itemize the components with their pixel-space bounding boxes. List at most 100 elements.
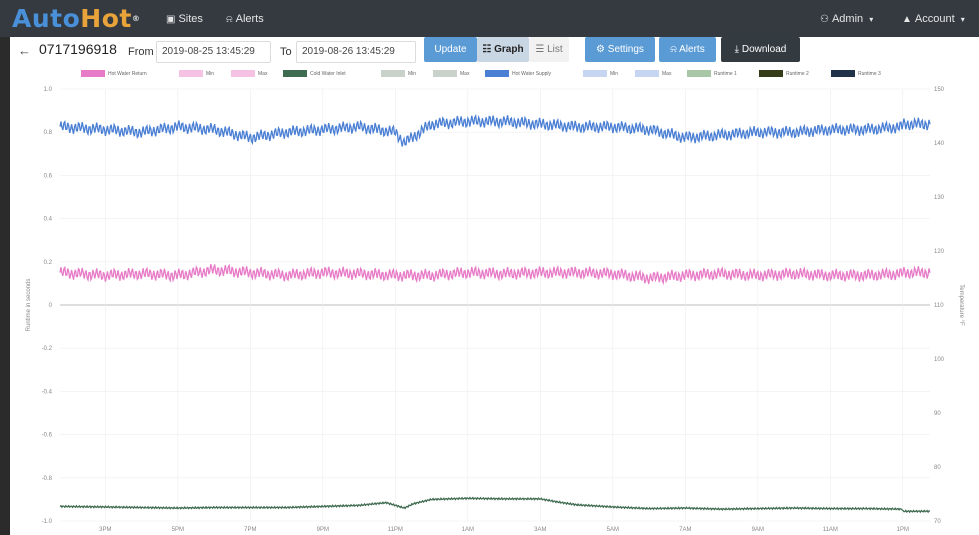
graph-view-button[interactable]: ☷ Graph (477, 37, 529, 62)
legend-item[interactable]: Cold Water Inlet (283, 70, 346, 79)
alerts-label: Alerts (679, 44, 705, 55)
gear-icon: ⚙ (596, 44, 606, 55)
temperature-runtime-chart: 1.0 0.8 0.6 0.4 0.2 0 -0.2 -0.4 -0.6 -0.8 -1.0 150… (26, 87, 964, 533)
y-tick-label: -1.0 (42, 519, 53, 525)
device-id: 0717196918 (39, 41, 117, 57)
caret-down-icon: ▾ (960, 15, 965, 24)
account-label: Account (914, 13, 955, 25)
y-tick-label: 0.6 (44, 173, 53, 179)
caret-down-icon: ▾ (869, 15, 874, 24)
list-label: List (547, 44, 563, 55)
list-view-button[interactable]: ☰ List (529, 37, 569, 62)
x-tick-label: 5PM (172, 527, 184, 533)
legend-swatch (485, 70, 509, 77)
legend-swatch (179, 70, 203, 77)
y2-tick-label: 120 (934, 249, 945, 255)
y2-tick-label: 140 (934, 141, 945, 147)
y-tick-label: -0.8 (42, 476, 53, 482)
series-line[interactable] (59, 263, 931, 286)
legend-item[interactable]: Min (179, 70, 214, 79)
legend-item[interactable]: Max (433, 70, 469, 79)
x-tick-label: 9AM (752, 527, 764, 533)
y2-tick-label: 100 (934, 357, 945, 363)
y2-tick-label: 150 (934, 87, 945, 93)
y2-tick-label: 80 (934, 465, 941, 471)
main-content: ← 0717196918 From 2019-08-25 13:45:29 To… (10, 37, 979, 535)
y-tick-label: -0.2 (42, 346, 53, 352)
x-tick-label: 7AM (679, 527, 691, 533)
top-navbar: AutoHot® ▣ Sites ⍾ Alerts ⚇ Admin ▾ ▲ Accoun… (0, 0, 979, 37)
bell-icon: ⍾ (670, 44, 677, 55)
y-axis-label: Runtime in seconds (26, 279, 32, 332)
legend-swatch (231, 70, 255, 77)
list-icon: ☰ (535, 44, 545, 55)
legend-label: Hot Water Supply (512, 71, 551, 77)
legend-item[interactable]: Runtime 1 (687, 70, 737, 79)
from-date-input[interactable]: 2019-08-25 13:45:29 (156, 41, 271, 63)
legend-label: Min (610, 71, 619, 77)
settings-label: Settings (607, 44, 644, 55)
nav-sites-link[interactable]: ▣ Sites (166, 12, 203, 27)
legend-swatch (81, 70, 105, 77)
legend-label: Max (258, 71, 268, 77)
x-tick-label: 9PM (317, 527, 329, 533)
y-tick-label: 0.2 (44, 260, 53, 266)
y2-axis-label: Temperature °F (958, 284, 964, 326)
x-tick-label: 5AM (607, 527, 619, 533)
legend-label: Min (408, 71, 417, 77)
to-label: To (280, 46, 292, 58)
legend-label: Cold Water Inlet (310, 71, 346, 77)
series-line[interactable] (59, 113, 931, 147)
legend-swatch (759, 70, 783, 77)
legend-swatch (831, 70, 855, 77)
autohot-logo[interactable]: AutoHot® (12, 4, 140, 34)
settings-button[interactable]: ⚙ Settings (585, 37, 655, 62)
y2-tick-label: 130 (934, 195, 945, 201)
x-tick-label: 11AM (823, 527, 838, 533)
to-date-input[interactable]: 2019-08-26 13:45:29 (296, 41, 416, 63)
legend-item[interactable]: Max (635, 70, 671, 79)
download-label: Download (741, 44, 787, 55)
alerts-button[interactable]: ⍾ Alerts (659, 37, 716, 62)
legend-item[interactable]: Runtime 2 (759, 70, 809, 79)
legend-label: Min (206, 71, 215, 77)
right-axis-ticks: 150 140 130 120 110 100 90 80 70 (934, 87, 945, 525)
legend-swatch (433, 70, 457, 77)
legend-swatch (635, 70, 659, 77)
legend-item[interactable]: Min (583, 70, 618, 79)
nav-alerts-link[interactable]: ⍾ Alerts (226, 12, 264, 27)
nav-alerts-label: Alerts (235, 13, 264, 25)
legend-item[interactable]: Runtime 3 (831, 70, 881, 79)
legend-label: Runtime 3 (858, 71, 881, 77)
legend-swatch (283, 70, 307, 77)
nav-sites-label: Sites (178, 13, 203, 25)
building-icon: ▣ (166, 14, 176, 25)
legend-item[interactable]: Hot Water Supply (485, 70, 551, 79)
update-button[interactable]: Update (424, 37, 477, 62)
legend-item[interactable]: Hot Water Return (81, 70, 147, 79)
admin-label: Admin (831, 13, 864, 25)
download-button[interactable]: ⤓ Download (721, 37, 800, 62)
legend-item[interactable]: Max (231, 70, 267, 79)
from-label: From (128, 46, 154, 58)
legend-label: Max (460, 71, 470, 77)
x-tick-label: 7PM (244, 527, 256, 533)
y-tick-label: 0.4 (44, 217, 53, 223)
y-tick-label: 0 (49, 303, 53, 309)
y-tick-label: 1.0 (44, 87, 53, 93)
logo-registered-mark: ® (131, 14, 141, 23)
left-axis-ticks: 1.0 0.8 0.6 0.4 0.2 0 -0.2 -0.4 -0.6 -0.8 -1.0 (42, 87, 53, 525)
admin-dropdown[interactable]: ⚇ Admin ▾ (820, 12, 873, 27)
back-arrow-icon[interactable]: ← (18, 43, 31, 58)
x-tick-label: 1PM (897, 527, 909, 533)
legend-label: Max (662, 71, 672, 77)
logo-text-auto: Auto (12, 4, 81, 33)
y-tick-label: -0.6 (42, 433, 53, 439)
series-line[interactable] (59, 496, 931, 514)
legend-item[interactable]: Min (381, 70, 416, 79)
legend-swatch (583, 70, 607, 77)
users-icon: ⚇ (820, 14, 829, 25)
x-tick-label: 1AM (462, 527, 474, 533)
x-tick-label: 3PM (99, 527, 111, 533)
account-dropdown[interactable]: ▲ Account ▾ (902, 12, 965, 27)
